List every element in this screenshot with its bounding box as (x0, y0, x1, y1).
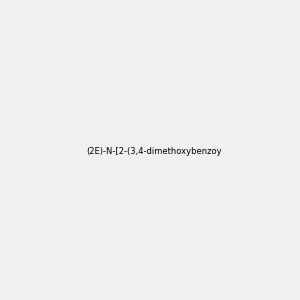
Text: (2E)-N-[2-(3,4-dimethoxybenzoy: (2E)-N-[2-(3,4-dimethoxybenzoy (86, 147, 222, 156)
